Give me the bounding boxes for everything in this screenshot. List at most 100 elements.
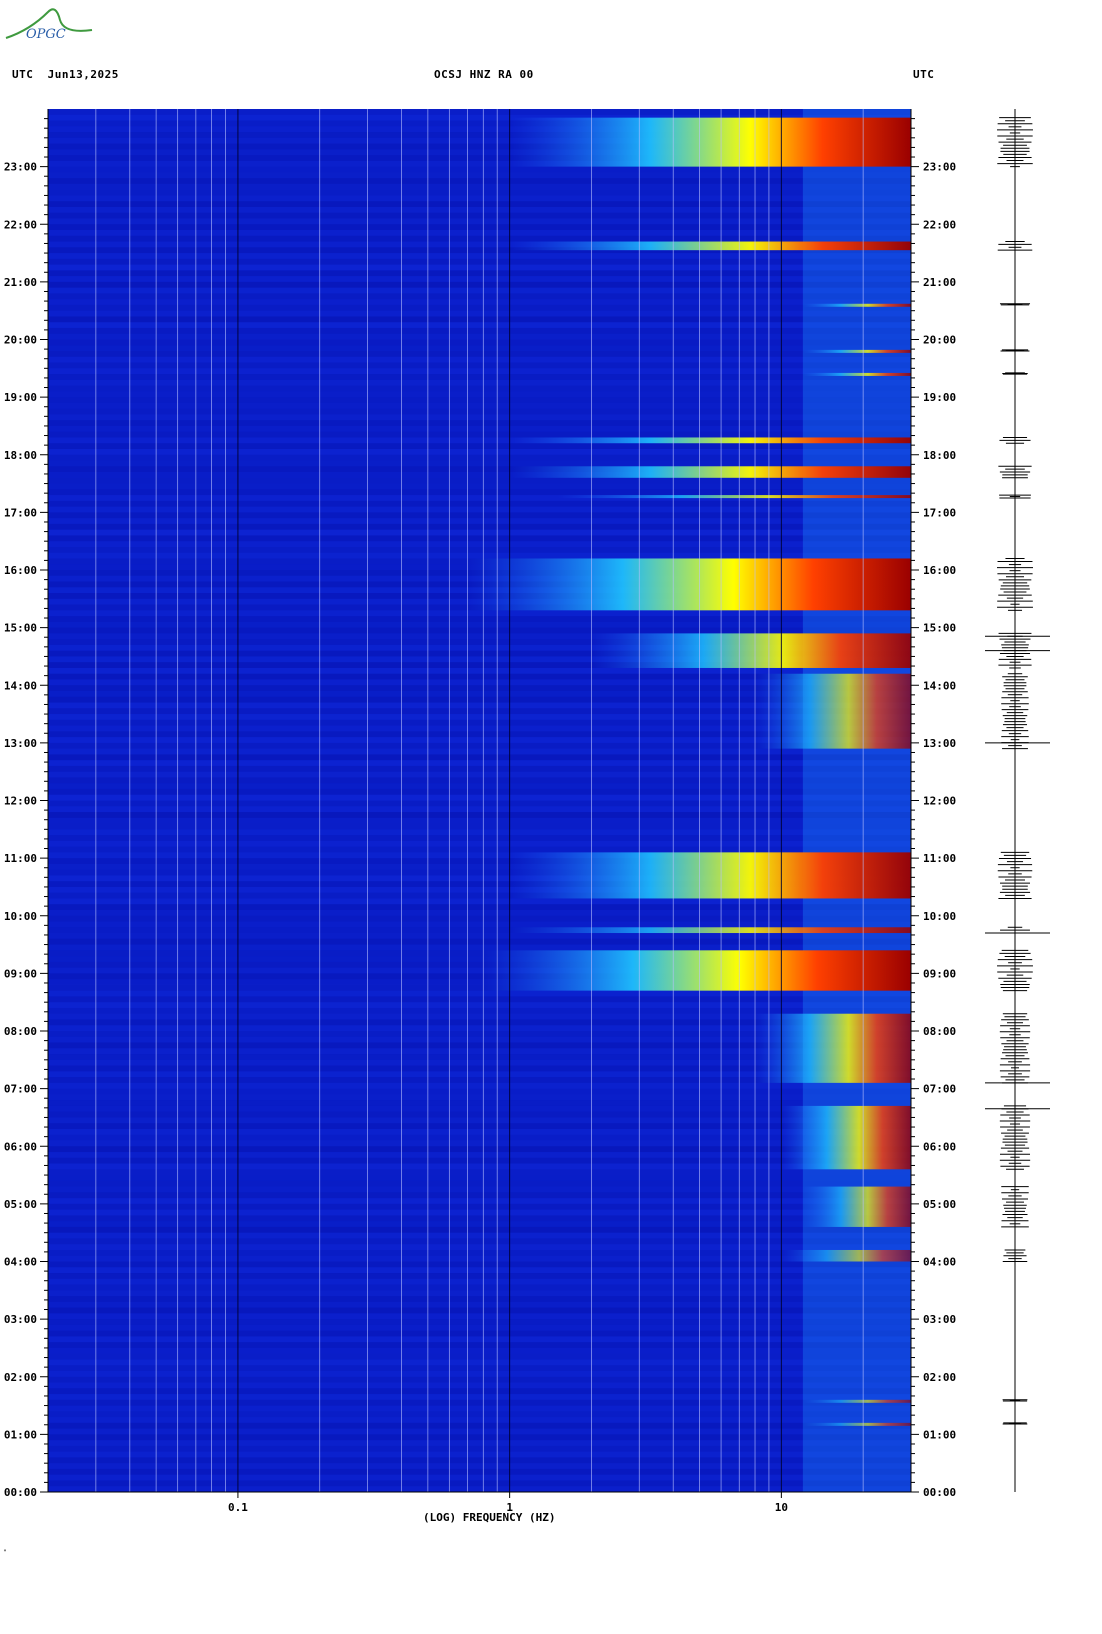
noise-band	[48, 829, 911, 836]
noise-band	[48, 541, 911, 547]
noise-band	[48, 800, 911, 807]
noise-band	[48, 1394, 911, 1400]
noise-band	[48, 1342, 911, 1348]
time-axis: 00:00 00:00 01:00 01:00 02:00 02:00 03:00 03:00…	[4, 109, 956, 1499]
noise-band	[48, 748, 911, 755]
noise-band	[48, 627, 911, 634]
noise-band	[48, 765, 911, 772]
y-tick-label-right: 01:00	[923, 1428, 956, 1441]
noise-band	[48, 650, 911, 657]
noise-band	[48, 201, 911, 207]
event-band	[591, 633, 911, 668]
logo-text: OPGC	[26, 27, 66, 42]
y-tick-label-right: 21:00	[923, 276, 956, 289]
y-tick-label-right: 09:00	[923, 967, 956, 980]
noise-band	[48, 1445, 911, 1452]
noise-band	[48, 667, 911, 674]
y-tick-label-right: 11:00	[923, 852, 956, 865]
noise-band	[48, 1330, 911, 1337]
event-band	[509, 437, 911, 444]
noise-band	[48, 881, 911, 887]
noise-band	[48, 1071, 911, 1078]
noise-band	[48, 397, 911, 403]
noise-band	[48, 1255, 911, 1262]
noise-band	[48, 1313, 911, 1320]
noise-band	[48, 973, 911, 980]
frequency-gridlines	[47, 109, 912, 1492]
noise-band	[48, 1036, 911, 1043]
noise-band	[48, 1002, 911, 1008]
noise-band	[48, 1077, 911, 1083]
noise-band	[48, 518, 911, 524]
noise-band	[48, 869, 911, 876]
y-tick-label-right: 20:00	[923, 334, 956, 347]
header-timezone-date: UTC Jun13,2025	[12, 68, 119, 81]
noise-band	[48, 1198, 911, 1204]
noise-band	[48, 1146, 911, 1153]
x-axis-label: (LOG) FREQUENCY (HZ)	[423, 1511, 556, 1524]
noise-band	[48, 1290, 911, 1297]
high-frequency-noise	[802, 109, 911, 1492]
noise-band	[48, 1025, 911, 1031]
noise-band	[48, 702, 911, 709]
noise-band	[48, 379, 911, 386]
noise-band	[48, 356, 911, 363]
y-tick-label-left: 04:00	[4, 1256, 37, 1269]
y-tick-label-left: 10:00	[4, 910, 37, 923]
y-tick-label-left: 15:00	[4, 622, 37, 635]
noise-band	[48, 1474, 911, 1481]
y-tick-label-left: 22:00	[4, 218, 37, 231]
event-band	[802, 1186, 911, 1227]
event-band	[467, 558, 911, 611]
noise-band	[48, 529, 911, 536]
noise-band	[48, 616, 911, 622]
opgc-logo: OPGC	[5, 8, 93, 42]
noise-band	[48, 835, 911, 841]
event-band	[509, 927, 911, 934]
y-tick-label-left: 01:00	[4, 1428, 37, 1441]
y-tick-label-left: 05:00	[4, 1198, 37, 1211]
y-tick-label-left: 11:00	[4, 852, 37, 865]
event-band	[509, 852, 911, 899]
noise-band	[48, 852, 911, 859]
y-tick-label-left: 21:00	[4, 276, 37, 289]
noise-band	[48, 1215, 911, 1222]
noise-band	[48, 915, 911, 922]
noise-band	[48, 788, 911, 795]
noise-band	[48, 760, 911, 766]
y-tick-label-right: 18:00	[923, 449, 956, 462]
noise-band	[48, 1192, 911, 1199]
noise-band	[48, 875, 911, 882]
noise-band	[48, 374, 911, 380]
y-tick-label-right: 14:00	[923, 679, 956, 692]
event-band	[483, 950, 911, 991]
y-tick-label-right: 15:00	[923, 622, 956, 635]
noise-band	[48, 1128, 911, 1135]
noise-band	[48, 644, 911, 651]
noise-band	[48, 224, 911, 231]
noise-band	[48, 1042, 911, 1049]
x-tick-label: 1	[506, 1501, 513, 1514]
noise-band	[48, 523, 911, 530]
y-tick-label-right: 23:00	[923, 161, 956, 174]
noise-band	[48, 495, 911, 501]
noise-band	[48, 639, 911, 645]
noise-band	[48, 904, 911, 910]
noise-band	[48, 1359, 911, 1366]
noise-band	[48, 719, 911, 726]
noise-band	[48, 1059, 911, 1066]
y-tick-label-right: 04:00	[923, 1256, 956, 1269]
y-tick-label-left: 23:00	[4, 161, 37, 174]
noise-band	[48, 448, 911, 455]
noise-band	[48, 310, 911, 317]
event-band	[781, 1249, 911, 1262]
noise-band	[48, 143, 911, 150]
y-tick-label-right: 10:00	[923, 910, 956, 923]
noise-band	[48, 351, 911, 357]
noise-band	[48, 938, 911, 945]
noise-band	[48, 489, 911, 496]
noise-band	[48, 1307, 911, 1314]
noise-band	[48, 1048, 911, 1055]
y-tick-label-right: 08:00	[923, 1025, 956, 1038]
event-band	[557, 495, 911, 499]
